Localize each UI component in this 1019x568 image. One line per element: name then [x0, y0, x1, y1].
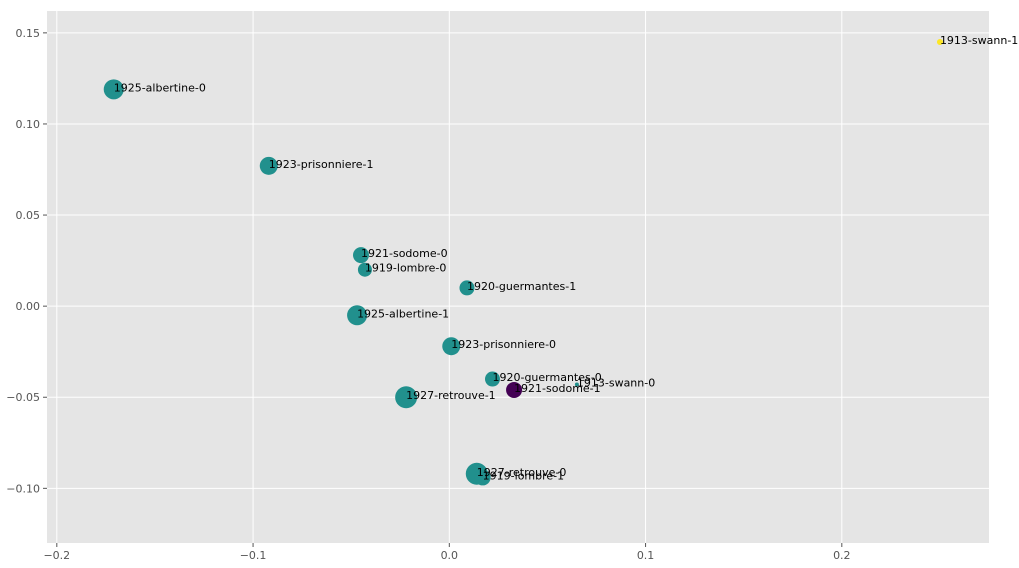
- y-tick-label: −0.10: [6, 482, 40, 495]
- data-point[interactable]: [357, 262, 372, 277]
- point-label: 1927-retrouve-0: [477, 466, 567, 479]
- y-tick-label: 0.05: [16, 209, 41, 222]
- point-label: 1921-sodome-1: [514, 382, 601, 395]
- plot-area: [47, 11, 989, 543]
- y-tick-label: 0.00: [16, 300, 41, 313]
- data-point[interactable]: [474, 469, 491, 486]
- data-point[interactable]: [936, 38, 943, 45]
- point-label: 1925-albertine-0: [114, 81, 206, 94]
- data-point[interactable]: [484, 371, 500, 387]
- y-tick-label: 0.10: [16, 118, 41, 131]
- x-tick-label: 0.2: [833, 549, 851, 562]
- data-point[interactable]: [259, 156, 278, 175]
- y-tick-label: −0.05: [6, 391, 40, 404]
- point-label: 1913-swann-1: [940, 34, 1018, 47]
- data-point[interactable]: [506, 381, 523, 398]
- x-axis-ticks: −0.2 −0.1 0.0 0.1 0.2: [43, 543, 851, 562]
- x-tick-label: 0.1: [637, 549, 655, 562]
- point-label: 1925-albertine-1: [357, 307, 449, 320]
- point-label: 1923-prisonniere-0: [451, 338, 556, 351]
- point-label: 1920-guermantes-1: [467, 280, 576, 293]
- data-point[interactable]: [459, 280, 475, 296]
- data-point[interactable]: [347, 305, 368, 326]
- data-point[interactable]: [442, 337, 461, 356]
- grid-lines: [47, 11, 989, 543]
- x-tick-label: 0.0: [441, 549, 459, 562]
- point-label: 1923-prisonniere-1: [269, 158, 374, 171]
- point-label: 1920-guermantes-0: [492, 371, 601, 384]
- data-points: [103, 38, 943, 486]
- data-point[interactable]: [395, 386, 418, 409]
- point-label: 1913-swann-0: [577, 376, 655, 389]
- data-point[interactable]: [353, 247, 369, 264]
- x-tick-label: −0.2: [43, 549, 70, 562]
- point-label: 1921-sodome-0: [361, 247, 448, 260]
- y-axis-ticks: −0.10 −0.05 0.00 0.05 0.10 0.15: [6, 27, 47, 495]
- point-label: 1919-lombre-1: [483, 469, 564, 482]
- point-labels: 1913-swann-1 1925-albertine-0 1923-prisonn…: [114, 34, 1019, 482]
- data-point[interactable]: [574, 382, 579, 387]
- point-label: 1927-retrouve-1: [406, 389, 496, 402]
- data-point[interactable]: [103, 79, 124, 100]
- x-tick-label: −0.1: [240, 549, 267, 562]
- point-label: 1919-lombre-0: [365, 262, 446, 275]
- y-tick-label: 0.15: [16, 27, 41, 40]
